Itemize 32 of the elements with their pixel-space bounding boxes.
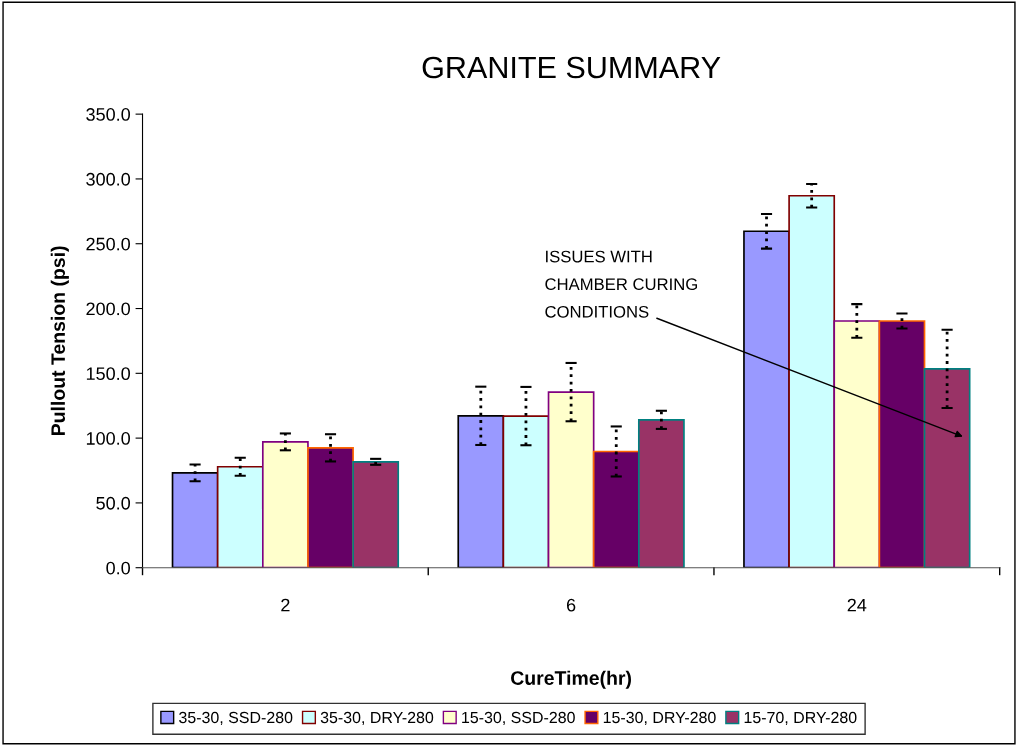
bar	[216, 465, 264, 568]
y-tick-label: 100.0	[86, 432, 131, 445]
y-tick-label: 350.0	[86, 108, 131, 121]
bar	[502, 415, 550, 568]
y-tick-label: 300.0	[86, 172, 131, 186]
legend-label: 15-30, SSD-280	[462, 711, 575, 726]
bar	[788, 194, 836, 568]
annotation: ISSUES WITH CHAMBER CURING CONDITIONS	[545, 250, 697, 318]
legend-label: 15-30, DRY-280	[603, 711, 716, 726]
legend-label: 35-30, SSD-280	[179, 711, 293, 726]
y-tick-label: 150.0	[86, 367, 131, 381]
bar	[637, 419, 685, 568]
chart-title: GRANITE SUMMARY	[422, 56, 721, 79]
bar	[352, 460, 400, 568]
bar	[261, 441, 309, 568]
y-tick-label: 200.0	[86, 302, 131, 316]
bar	[307, 446, 354, 568]
x-tick-label: 2	[281, 598, 290, 612]
bar	[547, 391, 595, 568]
bar	[592, 450, 640, 568]
y-axis-title: Pullout Tension (psi)	[50, 246, 69, 436]
legend-label: 35-30, DRY-280	[320, 711, 434, 726]
bar	[878, 320, 926, 568]
bar	[833, 320, 881, 568]
y-tick-label: 0.0	[106, 561, 131, 575]
y-tick-label: 50.0	[96, 496, 131, 510]
x-tick-label: 6	[566, 598, 576, 612]
y-tick-label: 250.0	[86, 237, 131, 251]
x-tick-label: 24	[847, 598, 867, 612]
bar	[923, 368, 971, 568]
x-axis-title: CureTime(hr)	[511, 670, 631, 689]
legend-label: 15-70, DRY-280	[744, 711, 857, 726]
